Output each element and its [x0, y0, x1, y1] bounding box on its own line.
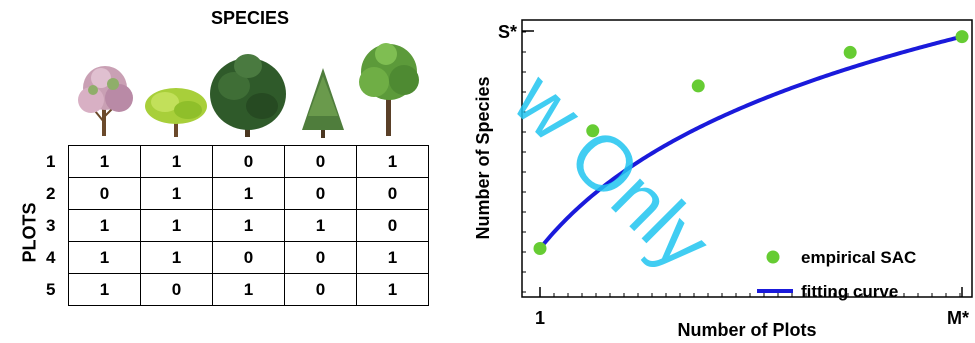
- matrix-cell: 1: [356, 273, 429, 306]
- x-axis-label: Number of Plots: [677, 320, 816, 340]
- matrix-cell: 1: [212, 177, 285, 210]
- round-tree-icon: [145, 88, 207, 137]
- plot-frame: [521, 19, 973, 298]
- plot-row-label: 3: [46, 215, 56, 235]
- y-axis-label: Number of Species: [473, 76, 493, 239]
- data-point: [691, 79, 705, 93]
- fitting-curve-line: [538, 34, 963, 250]
- matrix-cell: 1: [68, 273, 141, 306]
- legend-label-points: empirical SAC: [801, 248, 916, 267]
- data-point: [586, 124, 600, 138]
- data-point: [533, 242, 547, 256]
- conifer-narrow-icon: [302, 68, 344, 138]
- plot-row-label: 4: [46, 247, 56, 267]
- plot-row-label: 1: [46, 151, 56, 171]
- plot-row-label: 2: [46, 183, 56, 203]
- matrix-cell: 0: [284, 241, 357, 274]
- matrix-cell: 0: [140, 273, 213, 306]
- x-tick-label: M*: [947, 308, 969, 328]
- matrix-cell: 1: [140, 145, 213, 178]
- data-point: [955, 30, 969, 44]
- matrix-cell: 0: [284, 273, 357, 306]
- deciduous-tree-icon: [359, 43, 419, 136]
- species-title: SPECIES: [210, 8, 290, 28]
- matrix-cell: 1: [68, 241, 141, 274]
- legend-label-curve: fitting curve: [801, 282, 898, 301]
- x-tick-label: 1: [535, 308, 545, 328]
- plot-row-label: 5: [46, 279, 56, 299]
- y-tick-label: S*: [498, 22, 517, 42]
- matrix-cell: 1: [68, 145, 141, 178]
- conifer-broad-icon: [210, 54, 286, 137]
- legend-marker-points: [766, 250, 780, 264]
- matrix-cell: 1: [356, 145, 429, 178]
- flowering-tree-icon: [78, 66, 133, 136]
- data-point: [843, 45, 857, 59]
